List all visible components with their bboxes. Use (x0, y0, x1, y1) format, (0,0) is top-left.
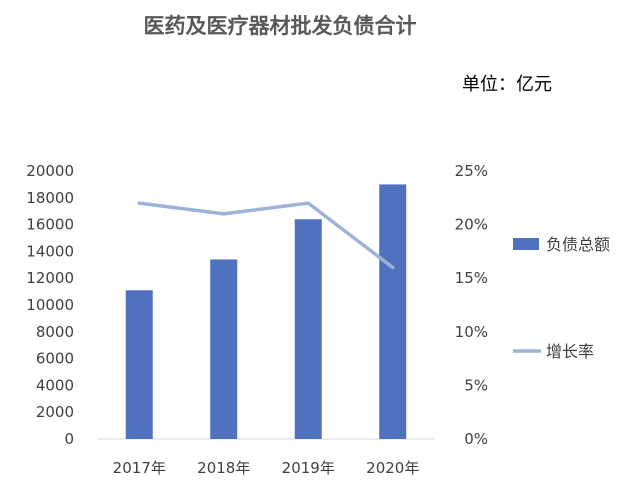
bar-2020年 (379, 184, 407, 439)
right-tick-label: 5% (464, 376, 488, 394)
left-tick-label: 14000 (26, 242, 74, 260)
right-tick-label: 15% (455, 269, 488, 287)
left-tick-label: 4000 (36, 376, 74, 394)
left-tick-label: 8000 (36, 323, 74, 341)
growth-rate-line (137, 201, 395, 270)
left-tick-label: 18000 (26, 189, 74, 207)
left-tick-label: 6000 (36, 350, 74, 368)
chart-title: 医药及医疗器材批发负债合计 (143, 14, 417, 38)
right-tick-label: 25% (455, 162, 488, 180)
left-tick-label: 16000 (26, 216, 74, 234)
x-tick-label: 2017年 (113, 459, 166, 477)
bar-2018年 (210, 259, 238, 439)
x-tick-label: 2019年 (282, 459, 335, 477)
line-series (137, 201, 395, 270)
legend-swatch-bar (513, 238, 539, 250)
left-tick-label: 0 (64, 430, 74, 448)
x-tick-label: 2018年 (197, 459, 250, 477)
left-tick-label: 20000 (26, 162, 74, 180)
legend-label-bar: 负债总额 (546, 235, 610, 254)
right-tick-label: 0% (464, 430, 488, 448)
left-tick-label: 10000 (26, 296, 74, 314)
legend-label-line: 增长率 (546, 342, 594, 361)
x-tick-label: 2020年 (366, 459, 419, 477)
right-tick-label: 10% (455, 323, 488, 341)
bar-series (125, 184, 407, 439)
left-tick-label: 2000 (36, 403, 74, 421)
left-tick-label: 12000 (26, 269, 74, 287)
bar-2017年 (125, 290, 153, 439)
right-axis-ticks: 0% 5% 10% 15% 20% 25% (455, 162, 488, 448)
left-axis-ticks: 0 2000 4000 6000 8000 10000 12000 14000 16000 180… (26, 162, 74, 448)
unit-label: 单位：亿元 (462, 74, 552, 95)
x-axis-ticks: 2017年 2018年 2019年 2020年 (113, 459, 420, 477)
right-tick-label: 20% (455, 216, 488, 234)
bar-2019年 (294, 219, 322, 439)
